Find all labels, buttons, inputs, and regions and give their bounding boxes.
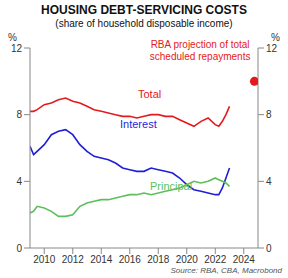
svg-text:12: 12: [11, 43, 23, 54]
svg-text:0: 0: [16, 243, 22, 254]
html-text:Total: Total: [138, 88, 162, 100]
svg-text:8: 8: [16, 109, 22, 120]
html-text:(share of household disposable: (share of household disposable income): [55, 18, 233, 29]
svg-text:2010: 2010: [33, 254, 56, 265]
svg-text:8: 8: [266, 109, 272, 120]
svg-text:2018: 2018: [147, 254, 170, 265]
svg-text:4: 4: [16, 176, 22, 187]
svg-text:2014: 2014: [90, 254, 113, 265]
html-text:scheduled repayments: scheduled repayments: [149, 51, 251, 63]
svg-text:2024: 2024: [233, 254, 256, 265]
svg-text:2022: 2022: [204, 254, 227, 265]
svg-text:2012: 2012: [62, 254, 85, 265]
html-text:Interest: Interest: [120, 118, 157, 130]
html-text:HOUSING DEBT-SERVICING COSTS: HOUSING DEBT-SERVICING COSTS: [41, 3, 247, 17]
svg-text:12: 12: [266, 43, 278, 54]
svg-text:2016: 2016: [119, 254, 142, 265]
html-text:RBA projection of total: RBA projection of total: [150, 39, 250, 51]
svg-text:2020: 2020: [176, 254, 199, 265]
svg-text:4: 4: [266, 176, 272, 187]
html-text:Principal: Principal: [150, 180, 193, 192]
svg-text:0: 0: [266, 243, 272, 254]
html-text:Source: RBA, CBA, Macrobond: Source: RBA, CBA, Macrobond: [170, 266, 282, 275]
